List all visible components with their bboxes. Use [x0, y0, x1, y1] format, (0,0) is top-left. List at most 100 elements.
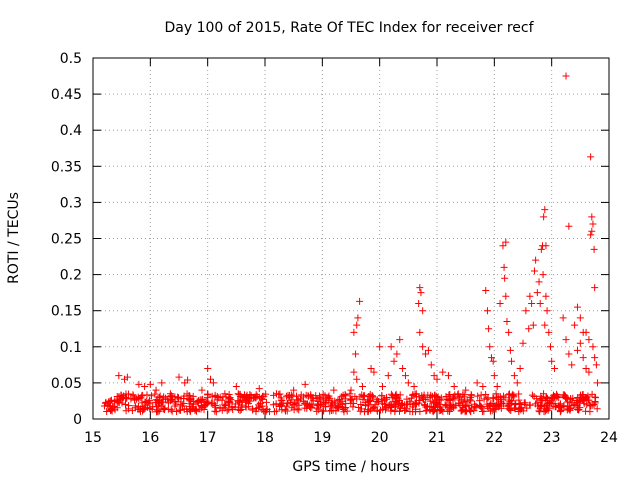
- x-tick-label: 17: [199, 430, 217, 446]
- data-point: [579, 354, 587, 362]
- data-point: [371, 401, 379, 409]
- data-point: [562, 336, 570, 344]
- data-point: [565, 350, 573, 358]
- data-point: [499, 392, 507, 400]
- data-point: [212, 408, 220, 416]
- data-point: [334, 396, 342, 404]
- data-point: [350, 328, 358, 336]
- data-point: [228, 404, 236, 412]
- data-point: [361, 402, 369, 410]
- x-tick-label: 21: [428, 430, 446, 446]
- data-point: [507, 406, 515, 414]
- data-point: [146, 380, 154, 388]
- data-point: [590, 245, 598, 253]
- data-point: [559, 314, 567, 322]
- plot-frame: [92, 57, 610, 420]
- data-point: [591, 393, 599, 401]
- data-point: [530, 267, 538, 275]
- data-point: [313, 401, 321, 409]
- data-point: [322, 403, 330, 411]
- data-point: [157, 402, 165, 410]
- data-point: [479, 383, 487, 391]
- data-point: [520, 399, 528, 407]
- data-point: [282, 407, 290, 415]
- data-point: [430, 372, 438, 380]
- data-point: [410, 383, 418, 391]
- data-point: [427, 391, 435, 399]
- data-point: [250, 393, 258, 401]
- data-point: [218, 396, 226, 404]
- data-point: [220, 404, 228, 412]
- data-point: [327, 407, 335, 415]
- y-tick-label: 0.05: [51, 376, 82, 392]
- data-point: [443, 401, 451, 409]
- data-point: [337, 393, 345, 401]
- data-point: [587, 153, 595, 161]
- data-point: [396, 336, 404, 344]
- data-point: [194, 399, 202, 407]
- data-point: [506, 396, 514, 404]
- data-point: [588, 213, 596, 221]
- data-point: [576, 314, 584, 322]
- data-point: [221, 390, 229, 398]
- data-point: [451, 394, 459, 402]
- data-point: [528, 391, 536, 399]
- data-point: [192, 406, 200, 414]
- data-point: [306, 403, 314, 411]
- data-point: [539, 271, 547, 279]
- data-point: [545, 328, 553, 336]
- data-point: [197, 402, 205, 410]
- data-point: [346, 390, 354, 398]
- data-point: [256, 399, 264, 407]
- data-point: [411, 399, 419, 407]
- data-point: [103, 407, 111, 415]
- data-point: [356, 407, 364, 415]
- data-point: [115, 372, 123, 380]
- data-point: [121, 394, 129, 402]
- data-point: [315, 406, 323, 414]
- data-point: [526, 401, 534, 409]
- data-point: [515, 406, 523, 414]
- data-point: [423, 406, 431, 414]
- data-point: [387, 407, 395, 415]
- data-point: [573, 346, 581, 354]
- data-point: [292, 400, 300, 408]
- data-point: [459, 402, 467, 410]
- data-point: [376, 343, 384, 351]
- y-tick-label: 0.1: [60, 340, 82, 356]
- data-point: [500, 263, 508, 271]
- data-point: [507, 400, 515, 408]
- data-point: [204, 398, 212, 406]
- data-point: [477, 391, 485, 399]
- data-point: [210, 400, 218, 408]
- data-point: [198, 404, 206, 411]
- data-point: [535, 278, 543, 286]
- data-point: [586, 408, 594, 416]
- data-point: [391, 408, 399, 416]
- data-point: [542, 292, 550, 300]
- data-point: [131, 394, 139, 402]
- data-point: [382, 404, 390, 412]
- data-point: [496, 299, 504, 307]
- data-point: [536, 408, 544, 416]
- data-point: [353, 321, 361, 329]
- data-point: [541, 321, 549, 329]
- data-point: [442, 402, 450, 410]
- data-point: [184, 376, 192, 384]
- data-point: [204, 391, 212, 399]
- data-point: [492, 405, 500, 413]
- data-point: [420, 391, 428, 399]
- data-point: [575, 406, 583, 414]
- data-point: [368, 392, 376, 400]
- data-point: [378, 396, 386, 404]
- data-point: [381, 400, 389, 408]
- data-point: [576, 339, 584, 347]
- data-point: [533, 395, 541, 403]
- data-point: [399, 364, 407, 372]
- data-point: [557, 403, 565, 411]
- data-point: [398, 401, 406, 409]
- data-point: [589, 343, 597, 351]
- data-point: [550, 393, 558, 401]
- data-point: [374, 398, 382, 406]
- y-tick-label: 0.25: [51, 232, 82, 248]
